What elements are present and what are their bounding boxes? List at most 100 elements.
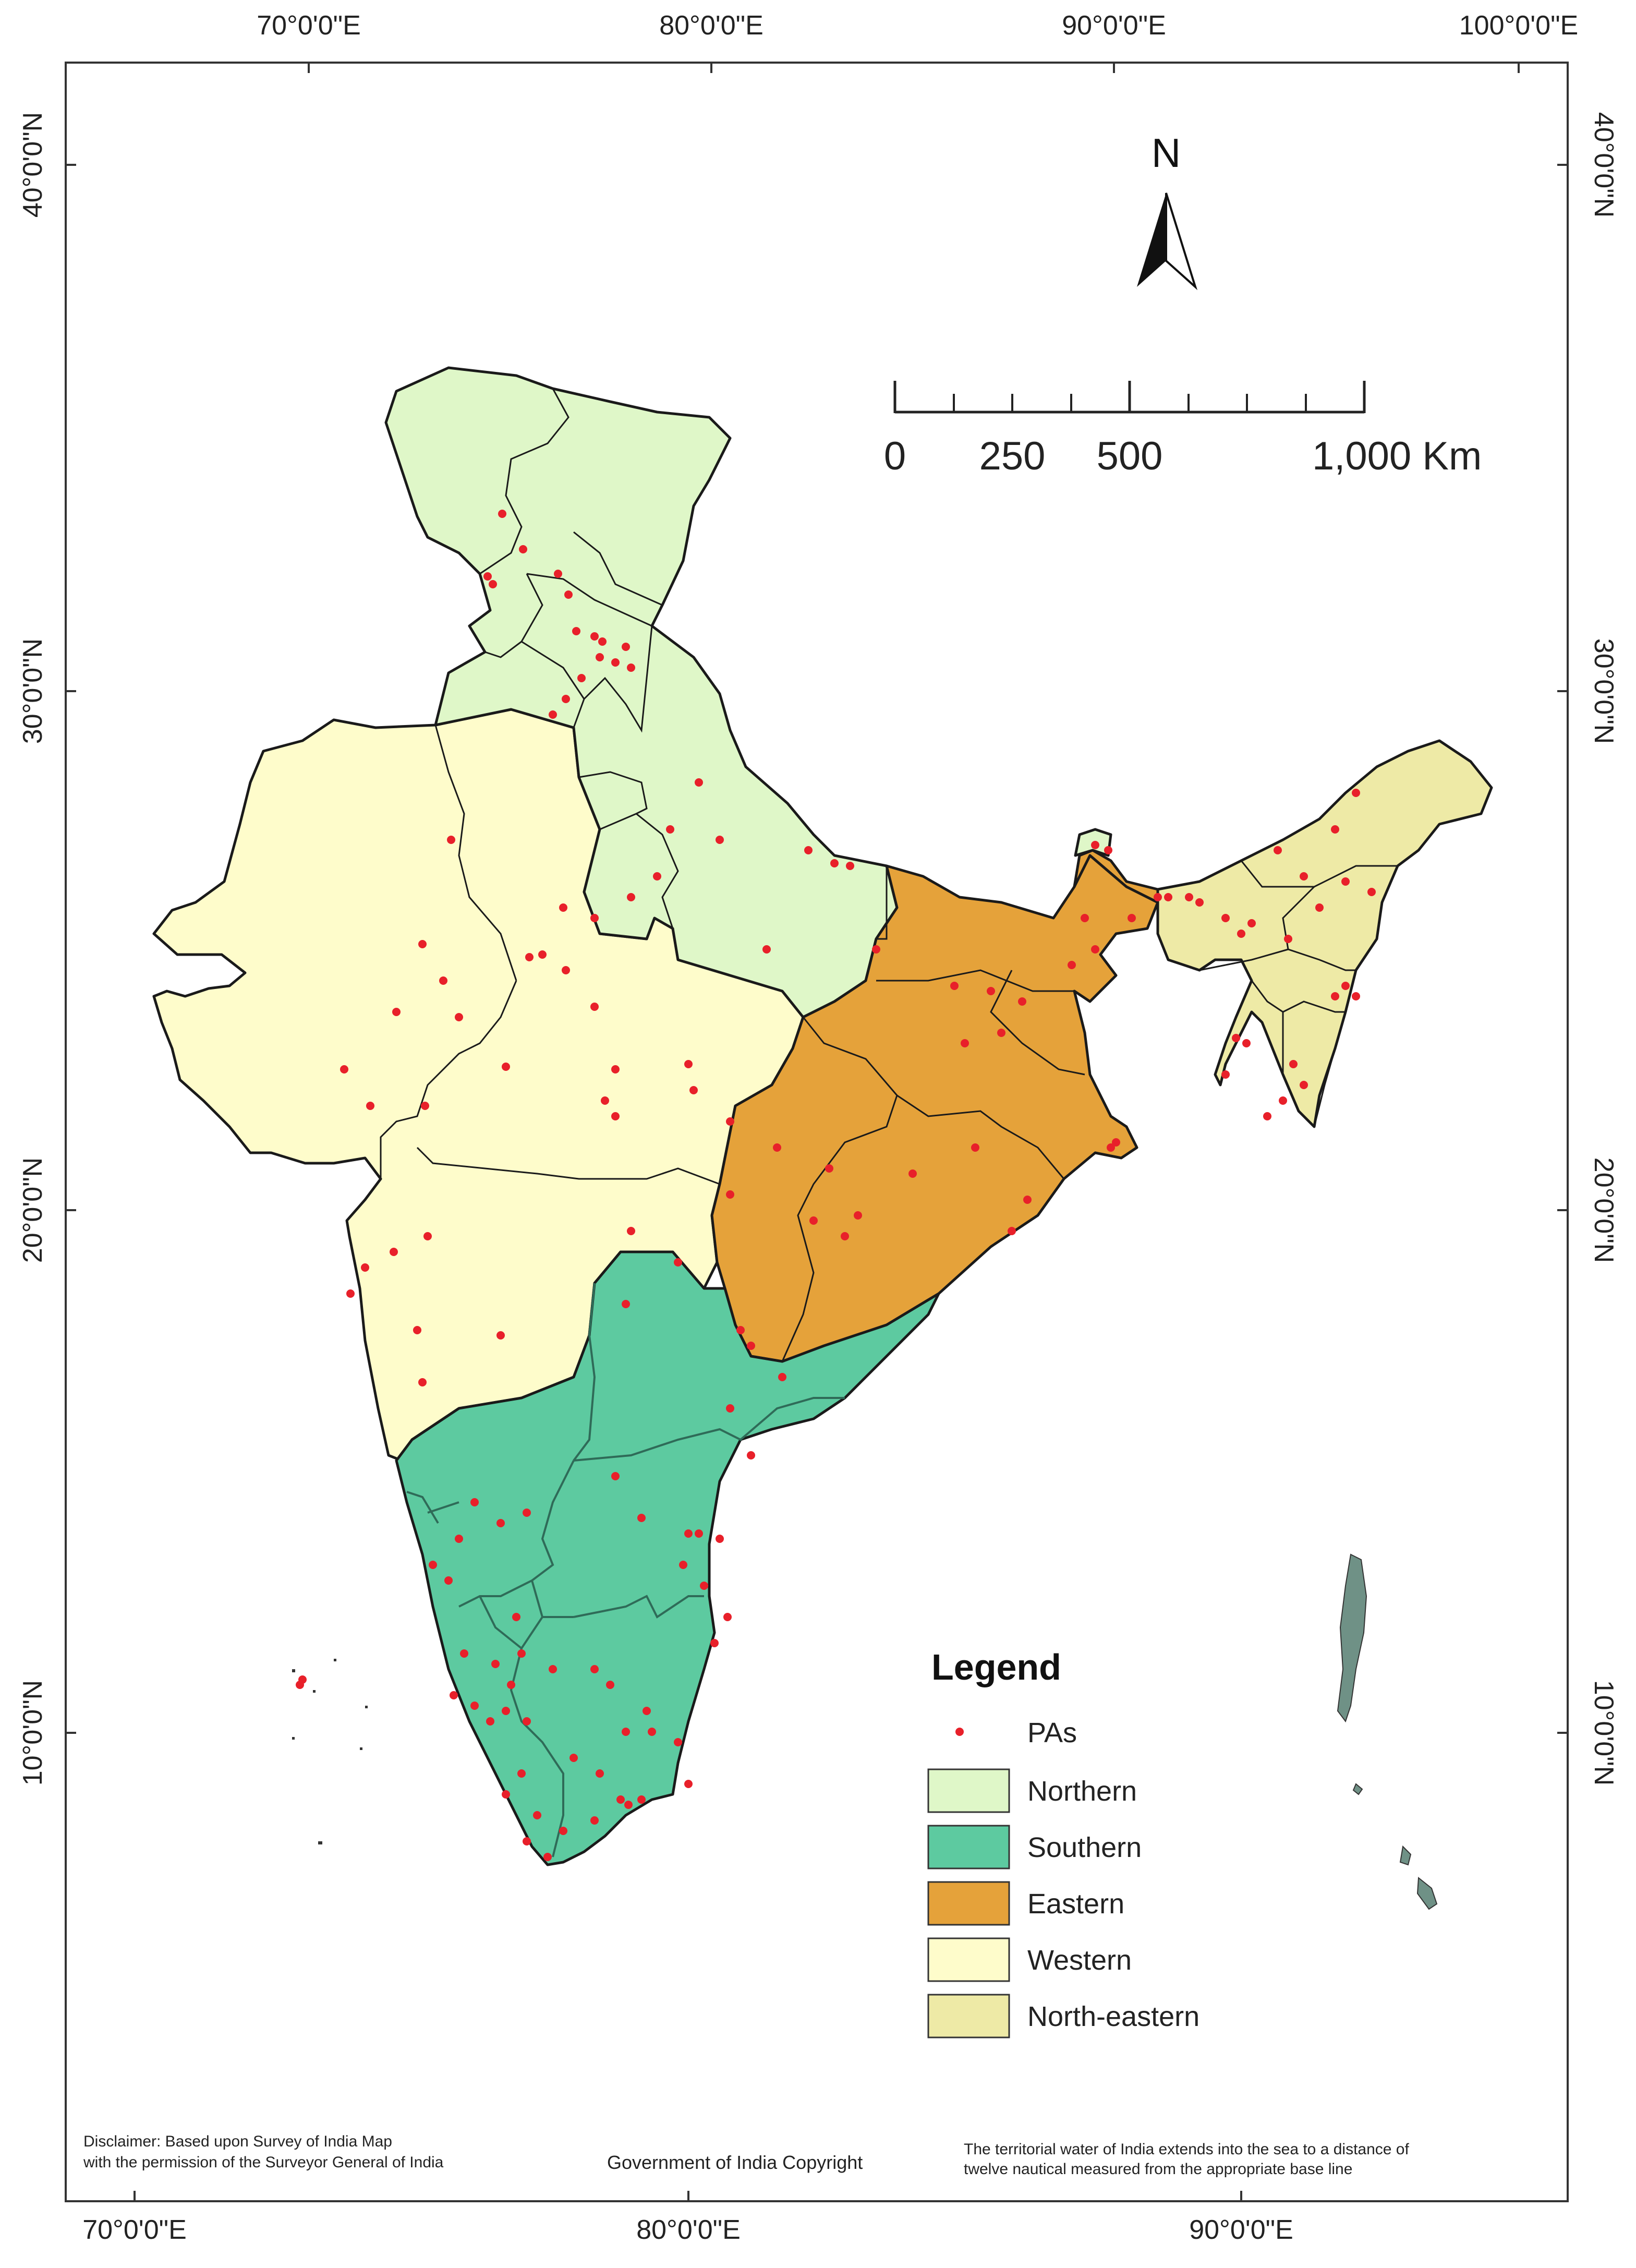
pa-point [1112,1138,1120,1147]
pa-point [804,846,813,854]
pa-point [1263,1112,1271,1120]
pa-point [1352,789,1360,797]
pa-point [1315,903,1324,912]
pa-point [361,1263,369,1272]
pa-point [562,695,570,703]
pa-point [695,1529,703,1538]
pa-point [450,1691,458,1699]
left-lat-label: 30°0'0"N [18,638,48,744]
pa-point [908,1169,917,1178]
pa-point [1091,945,1099,954]
pa-point [590,1003,599,1011]
pa-point [1018,997,1026,1006]
pa-point [611,658,620,667]
pa-point [611,1112,620,1120]
pa-point [950,982,959,990]
pa-point [674,1258,682,1266]
right-lat-label: 40°0'0"N [1589,112,1619,218]
pa-point [455,1013,463,1021]
pa-point [507,1681,515,1689]
copyright-note: Government of India Copyright [607,2152,863,2173]
pa-point [523,1837,531,1845]
pa-point [423,1232,432,1240]
pa-point [1247,919,1256,927]
pa-point [611,1065,620,1073]
pa-point [1221,914,1230,922]
pa-point [809,1216,818,1225]
pa-point [1023,1196,1032,1204]
pa-point [684,1529,693,1538]
legend-swatch-north-eastern [927,1994,1010,2038]
pa-point [418,1378,427,1386]
north-arrow: N [1137,130,1198,291]
pa-point [340,1065,348,1073]
north-arrow-dark-half [1137,193,1166,287]
legend-swatch-northern [927,1768,1010,1813]
pa-point [1068,961,1076,969]
pa-point [491,1660,500,1668]
pa-point [596,653,604,661]
pa-point [1331,825,1339,834]
pa-point [846,862,854,870]
pa-point [1237,930,1245,938]
pa-point [559,1827,567,1835]
pa-point [590,632,599,641]
territorial-note-line-1: The territorial water of India extends i… [964,2141,1409,2158]
pa-point [564,590,573,599]
pa-point [496,1331,505,1340]
pa-point [637,1514,646,1522]
pa-point [572,627,580,635]
pa-point [1081,914,1089,922]
top-lon-label: 90°0'0"E [1062,10,1166,41]
southern-state-boundaries [406,1283,845,1857]
pa-point [736,1326,745,1334]
pa-point [517,1649,526,1658]
pa-point [689,1086,698,1094]
territorial-note-line-2: twelve nautical measured from the approp… [964,2161,1352,2178]
pa-point [598,637,607,646]
pa-point [606,1681,614,1689]
pa-point [543,1853,552,1861]
pa-point [684,1060,693,1068]
pa-point [590,1816,599,1825]
pa-point [429,1561,437,1569]
pa-point [1279,1096,1287,1105]
pa-point [726,1117,734,1126]
pa-point [1091,841,1099,849]
legend-label-southern: Southern [1027,1832,1142,1863]
legend-label-pas: PAs [1027,1717,1077,1748]
legend-label-western: Western [1027,1945,1132,1976]
pa-point [747,1342,755,1350]
pa-point [512,1613,520,1621]
pa-point [1185,893,1193,901]
right-lat-label: 30°0'0"N [1589,638,1619,744]
pa-point [590,1665,599,1673]
islands [292,1553,1438,1910]
pa-point [747,1451,755,1459]
pa-point [1164,893,1172,901]
pa-point [695,778,703,787]
legend-title: Legend [931,1647,1061,1687]
pa-point [460,1649,468,1658]
region-north-eastern [1156,739,1493,1128]
pa-point [523,1509,531,1517]
pa-point [653,872,661,880]
right-lat-label: 10°0'0"N [1589,1680,1619,1786]
pa-point [1341,982,1350,990]
pa-point [716,836,724,844]
pa-point [961,1039,969,1047]
pa-point [1367,888,1376,896]
scale-label-1000: 1,000 Km [1312,434,1482,478]
pa-point [627,1227,635,1235]
pa-point [455,1535,463,1543]
pa-point [447,836,455,844]
pa-point [622,643,630,651]
north-arrow-letter: N [1152,130,1181,176]
graticule-ticks [66,63,1568,2201]
pa-point [1107,1143,1115,1152]
pa-point [439,976,447,985]
andaman-islands [1337,1553,1367,1723]
pa-point [624,1801,633,1809]
pa-point [627,893,635,901]
